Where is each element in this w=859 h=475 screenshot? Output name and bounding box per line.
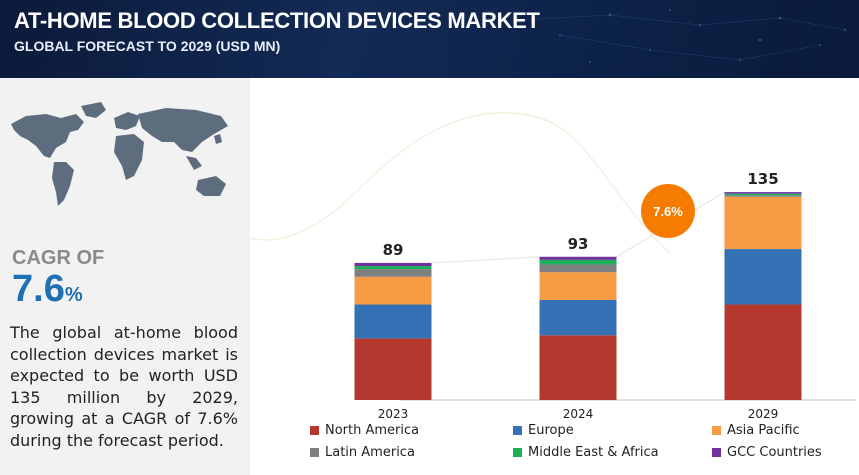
legend-swatch (310, 448, 319, 457)
x-tick-label: 2024 (563, 407, 594, 421)
legend-label: Asia Pacific (727, 423, 800, 438)
legend-swatch (712, 448, 721, 457)
stacked-bar-chart: 89 2023 93 2024 135 2029 7.6% (250, 112, 856, 421)
legend-swatch (310, 426, 319, 435)
bar-segment-2024-asia-pacific (539, 272, 617, 300)
bar-segment-2029-gcc-countries (724, 192, 802, 194)
bar-segment-2029-asia-pacific (724, 196, 802, 250)
legend-label: Europe (528, 423, 574, 438)
labels-group: 89 2023 93 2024 135 2029 7.6% (378, 170, 779, 421)
legend-label: Latin America (325, 445, 415, 460)
legend-item: Asia Pacific (712, 423, 800, 438)
bar-segment-2024-europe (539, 299, 617, 336)
market-description: The global at-home blood collection devi… (10, 323, 238, 450)
legend-label: North America (325, 423, 420, 438)
world-map-icon (11, 102, 228, 206)
page-subtitle: GLOBAL FORECAST TO 2029 (USD MN) (14, 38, 281, 54)
bar-total-label: 135 (747, 170, 778, 188)
bar-total-label: 89 (383, 241, 404, 259)
legend-item: GCC Countries (712, 445, 822, 460)
legend-item: Latin America (310, 445, 415, 460)
decorative-curve (250, 112, 671, 254)
legend-label: GCC Countries (727, 445, 822, 460)
bar-segment-2023-europe (354, 304, 432, 339)
bar-segment-2023-middle-east-africa (354, 266, 432, 270)
bar-segment-2029-north-america (724, 304, 802, 400)
bar-segment-2029-europe (724, 249, 802, 305)
cagr-badge (641, 184, 695, 238)
cagr-label: CAGR OF (12, 247, 105, 269)
bar-segment-2024-middle-east-africa (539, 259, 617, 265)
x-tick-label: 2023 (378, 407, 409, 421)
bar-segment-2024-latin-america (539, 264, 617, 273)
banner-decoration (518, 9, 847, 63)
bar-segment-2023-asia-pacific (354, 276, 432, 305)
legend-label: Middle East & Africa (528, 445, 659, 460)
bar-segment-2023-north-america (354, 338, 432, 400)
header-banner: AT-HOME BLOOD COLLECTION DEVICES MARKET … (0, 0, 859, 78)
cagr-value: 7.6% (12, 268, 83, 311)
bar-segment-2029-latin-america (724, 195, 802, 197)
legend-swatch (513, 448, 522, 457)
bar-segment-2024-north-america (539, 335, 617, 400)
cagr-badge-label: 7.6% (653, 204, 683, 219)
chart-legend: North America Europe Asia Pacific Latin Ame… (310, 423, 850, 467)
bar-segment-2024-gcc-countries (539, 256, 617, 260)
cagr-unit: % (64, 284, 83, 306)
cagr-number: 7.6 (12, 268, 65, 310)
legend-item: Europe (513, 423, 574, 438)
bar-total-label: 93 (568, 235, 589, 253)
page-title: AT-HOME BLOOD COLLECTION DEVICES MARKET (14, 8, 540, 33)
legend-item: North America (310, 423, 419, 438)
legend-swatch (513, 426, 522, 435)
bar-segment-2023-gcc-countries (354, 262, 432, 267)
bar-segment-2023-latin-america (354, 269, 432, 277)
legend-swatch (712, 426, 721, 435)
x-tick-label: 2029 (748, 407, 779, 421)
bars-group (354, 192, 802, 400)
bar-segment-2029-middle-east-africa (724, 193, 802, 196)
legend-item: Middle East & Africa (513, 445, 659, 460)
